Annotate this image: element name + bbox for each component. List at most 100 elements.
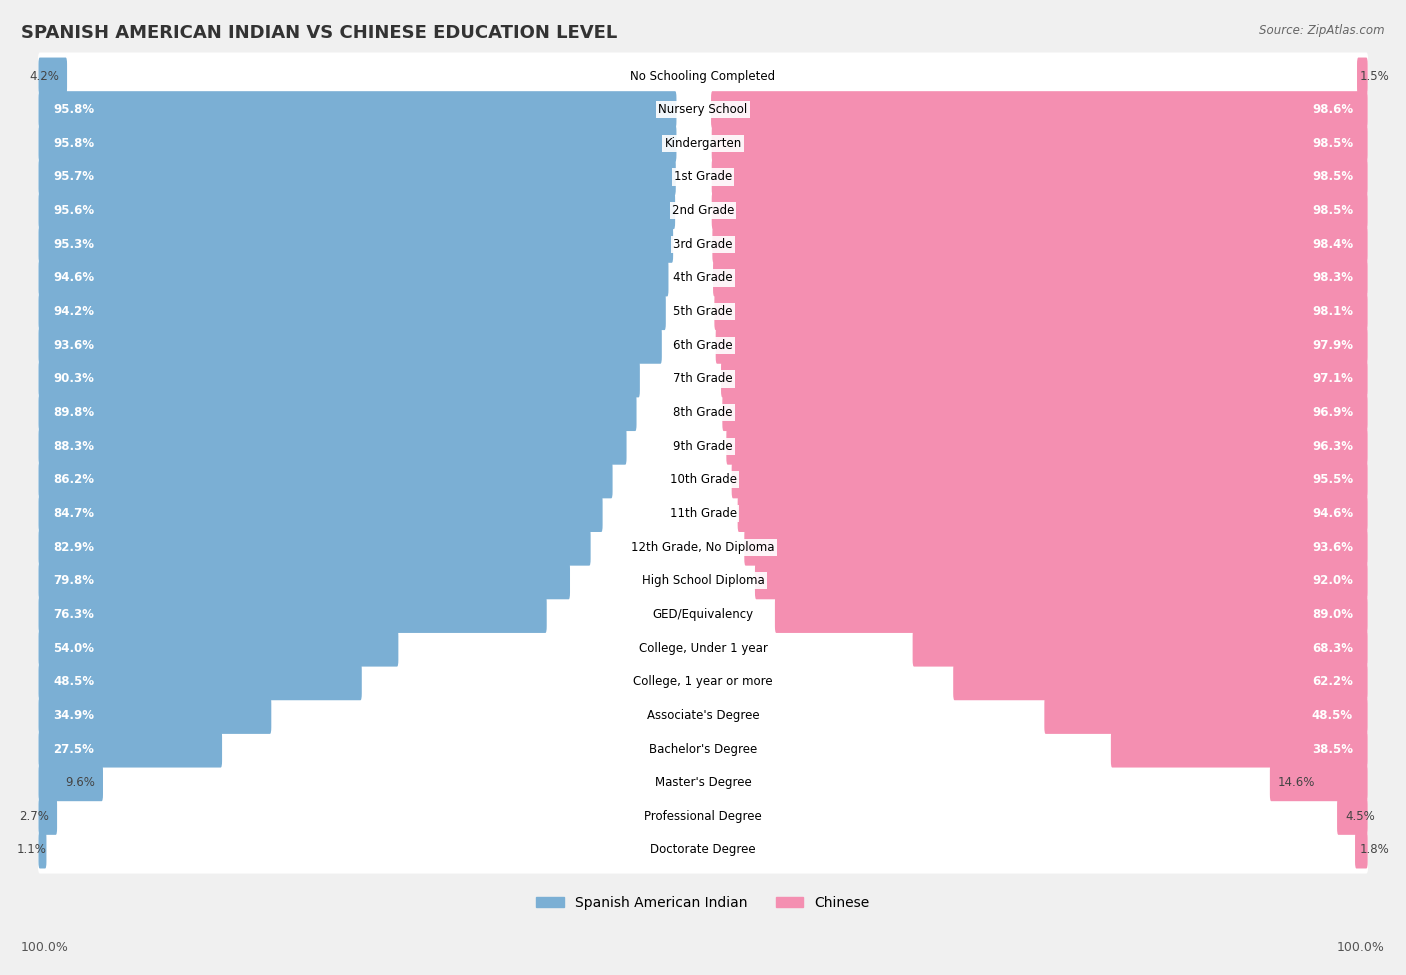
- FancyBboxPatch shape: [38, 428, 627, 465]
- Text: 98.6%: 98.6%: [1312, 103, 1353, 116]
- FancyBboxPatch shape: [714, 293, 1368, 331]
- FancyBboxPatch shape: [738, 495, 1368, 532]
- FancyBboxPatch shape: [38, 832, 46, 869]
- Text: 89.0%: 89.0%: [1312, 608, 1353, 621]
- Text: Doctorate Degree: Doctorate Degree: [650, 843, 756, 856]
- Text: 9th Grade: 9th Grade: [673, 440, 733, 452]
- Text: 8th Grade: 8th Grade: [673, 406, 733, 419]
- Text: Master's Degree: Master's Degree: [655, 776, 751, 789]
- Text: 95.7%: 95.7%: [53, 171, 94, 183]
- FancyBboxPatch shape: [38, 461, 613, 498]
- FancyBboxPatch shape: [716, 327, 1368, 364]
- Text: 34.9%: 34.9%: [53, 709, 94, 722]
- FancyBboxPatch shape: [38, 288, 1368, 335]
- FancyBboxPatch shape: [1357, 58, 1368, 95]
- FancyBboxPatch shape: [38, 293, 666, 331]
- Text: 98.5%: 98.5%: [1312, 171, 1353, 183]
- Text: 95.5%: 95.5%: [1312, 473, 1353, 487]
- Text: 100.0%: 100.0%: [1337, 941, 1385, 954]
- Text: GED/Equivalency: GED/Equivalency: [652, 608, 754, 621]
- Text: 89.8%: 89.8%: [53, 406, 94, 419]
- Text: 3rd Grade: 3rd Grade: [673, 238, 733, 251]
- Text: 96.3%: 96.3%: [1312, 440, 1353, 452]
- Text: 10th Grade: 10th Grade: [669, 473, 737, 487]
- FancyBboxPatch shape: [38, 730, 222, 767]
- Text: 76.3%: 76.3%: [53, 608, 94, 621]
- FancyBboxPatch shape: [38, 456, 1368, 503]
- FancyBboxPatch shape: [38, 153, 1368, 201]
- FancyBboxPatch shape: [38, 422, 1368, 470]
- FancyBboxPatch shape: [38, 563, 569, 600]
- Text: 2.7%: 2.7%: [20, 810, 49, 823]
- Text: 5th Grade: 5th Grade: [673, 305, 733, 318]
- FancyBboxPatch shape: [38, 658, 1368, 705]
- FancyBboxPatch shape: [38, 259, 668, 296]
- FancyBboxPatch shape: [1270, 764, 1368, 801]
- FancyBboxPatch shape: [713, 259, 1368, 296]
- Text: 86.2%: 86.2%: [53, 473, 94, 487]
- FancyBboxPatch shape: [711, 159, 1368, 196]
- Text: 14.6%: 14.6%: [1278, 776, 1315, 789]
- Text: 98.5%: 98.5%: [1312, 204, 1353, 217]
- FancyBboxPatch shape: [731, 461, 1368, 498]
- Text: 62.2%: 62.2%: [1312, 676, 1353, 688]
- Text: 7th Grade: 7th Grade: [673, 372, 733, 385]
- FancyBboxPatch shape: [38, 125, 676, 162]
- FancyBboxPatch shape: [953, 663, 1368, 700]
- FancyBboxPatch shape: [38, 489, 1368, 537]
- Text: 95.8%: 95.8%: [53, 136, 94, 150]
- Text: 12th Grade, No Diploma: 12th Grade, No Diploma: [631, 541, 775, 554]
- Text: 88.3%: 88.3%: [53, 440, 94, 452]
- FancyBboxPatch shape: [38, 86, 1368, 134]
- FancyBboxPatch shape: [38, 697, 271, 734]
- FancyBboxPatch shape: [38, 528, 591, 566]
- Text: College, 1 year or more: College, 1 year or more: [633, 676, 773, 688]
- Text: 94.2%: 94.2%: [53, 305, 94, 318]
- FancyBboxPatch shape: [38, 793, 1368, 839]
- Text: Associate's Degree: Associate's Degree: [647, 709, 759, 722]
- Text: 95.8%: 95.8%: [53, 103, 94, 116]
- FancyBboxPatch shape: [1045, 697, 1368, 734]
- FancyBboxPatch shape: [38, 53, 1368, 99]
- FancyBboxPatch shape: [775, 596, 1368, 633]
- FancyBboxPatch shape: [38, 58, 67, 95]
- Text: 68.3%: 68.3%: [1312, 642, 1353, 654]
- Text: 98.5%: 98.5%: [1312, 136, 1353, 150]
- Text: 48.5%: 48.5%: [53, 676, 94, 688]
- FancyBboxPatch shape: [38, 798, 58, 835]
- FancyBboxPatch shape: [1355, 832, 1368, 869]
- FancyBboxPatch shape: [38, 524, 1368, 570]
- FancyBboxPatch shape: [38, 495, 603, 532]
- FancyBboxPatch shape: [38, 764, 103, 801]
- FancyBboxPatch shape: [38, 558, 1368, 604]
- FancyBboxPatch shape: [38, 187, 1368, 234]
- FancyBboxPatch shape: [721, 361, 1368, 398]
- FancyBboxPatch shape: [912, 630, 1368, 667]
- Legend: Spanish American Indian, Chinese: Spanish American Indian, Chinese: [531, 890, 876, 916]
- Text: 4.5%: 4.5%: [1346, 810, 1375, 823]
- Text: 1.1%: 1.1%: [17, 843, 46, 856]
- Text: 4th Grade: 4th Grade: [673, 271, 733, 285]
- Text: SPANISH AMERICAN INDIAN VS CHINESE EDUCATION LEVEL: SPANISH AMERICAN INDIAN VS CHINESE EDUCA…: [21, 24, 617, 42]
- FancyBboxPatch shape: [38, 663, 361, 700]
- Text: 100.0%: 100.0%: [21, 941, 69, 954]
- FancyBboxPatch shape: [38, 361, 640, 398]
- FancyBboxPatch shape: [38, 159, 676, 196]
- Text: 54.0%: 54.0%: [53, 642, 94, 654]
- Text: Professional Degree: Professional Degree: [644, 810, 762, 823]
- FancyBboxPatch shape: [38, 220, 1368, 268]
- Text: 2nd Grade: 2nd Grade: [672, 204, 734, 217]
- FancyBboxPatch shape: [38, 394, 637, 431]
- FancyBboxPatch shape: [38, 254, 1368, 301]
- FancyBboxPatch shape: [711, 192, 1368, 229]
- FancyBboxPatch shape: [38, 596, 547, 633]
- FancyBboxPatch shape: [713, 226, 1368, 263]
- FancyBboxPatch shape: [727, 428, 1368, 465]
- FancyBboxPatch shape: [38, 625, 1368, 672]
- FancyBboxPatch shape: [38, 120, 1368, 167]
- Text: 11th Grade: 11th Grade: [669, 507, 737, 520]
- Text: No Schooling Completed: No Schooling Completed: [630, 69, 776, 83]
- Text: 90.3%: 90.3%: [53, 372, 94, 385]
- FancyBboxPatch shape: [38, 92, 676, 128]
- Text: 82.9%: 82.9%: [53, 541, 94, 554]
